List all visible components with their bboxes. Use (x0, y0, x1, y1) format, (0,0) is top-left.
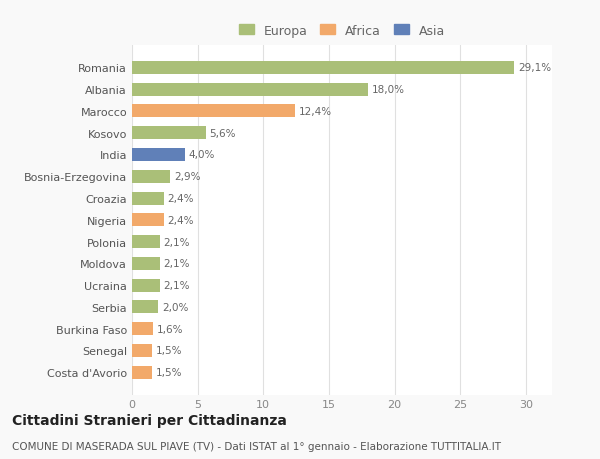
Text: 4,0%: 4,0% (188, 150, 215, 160)
Bar (132, 214, 163, 227)
Text: 2,9%: 2,9% (174, 172, 200, 182)
Bar (132, 344, 152, 357)
Text: Cittadini Stranieri per Cittadinanza: Cittadini Stranieri per Cittadinanza (12, 413, 287, 427)
Text: 1,5%: 1,5% (155, 346, 182, 356)
Text: 2,1%: 2,1% (163, 237, 190, 247)
Bar (132, 127, 205, 140)
Legend: Europa, Africa, Asia: Europa, Africa, Asia (235, 21, 449, 41)
Bar (132, 257, 160, 270)
Text: 12,4%: 12,4% (299, 107, 332, 117)
Text: 2,4%: 2,4% (167, 194, 194, 204)
Text: 2,4%: 2,4% (167, 215, 194, 225)
Text: 2,0%: 2,0% (162, 302, 188, 312)
Bar (132, 105, 295, 118)
Text: 18,0%: 18,0% (372, 85, 405, 95)
Bar (132, 170, 170, 184)
Bar (132, 192, 163, 205)
Text: 1,5%: 1,5% (155, 367, 182, 377)
Text: 5,6%: 5,6% (209, 129, 236, 139)
Bar (132, 62, 514, 75)
Bar (132, 235, 160, 249)
Text: 1,6%: 1,6% (157, 324, 184, 334)
Text: COMUNE DI MASERADA SUL PIAVE (TV) - Dati ISTAT al 1° gennaio - Elaborazione TUTT: COMUNE DI MASERADA SUL PIAVE (TV) - Dati… (12, 441, 501, 451)
Bar (132, 366, 152, 379)
Text: 2,1%: 2,1% (163, 259, 190, 269)
Bar (132, 279, 160, 292)
Text: 29,1%: 29,1% (518, 63, 551, 73)
Bar (132, 84, 368, 96)
Bar (132, 322, 153, 336)
Bar (132, 301, 158, 313)
Bar (132, 149, 185, 162)
Text: 2,1%: 2,1% (163, 280, 190, 291)
